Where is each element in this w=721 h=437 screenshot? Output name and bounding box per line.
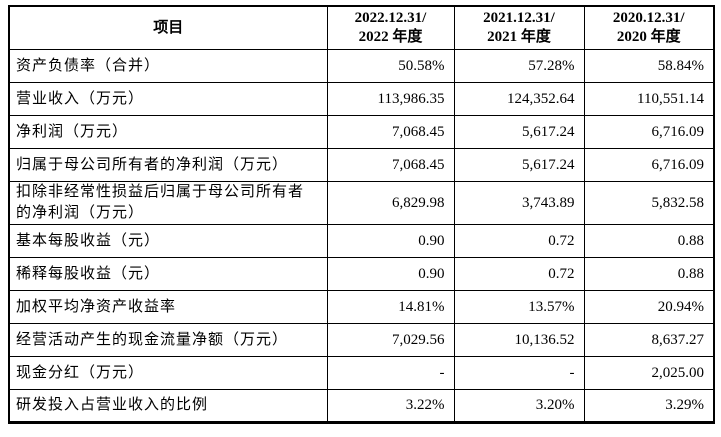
table-header: 项目 2022.12.31/ 2022 年度 2021.12.31/ 2021 … bbox=[8, 5, 715, 50]
value-2021: 13.57% bbox=[453, 290, 585, 324]
value-2021: - bbox=[453, 356, 585, 390]
table-row: 营业收入（万元） 113,986.35 124,352.64 110,551.1… bbox=[8, 82, 715, 116]
value-2022: 6,829.98 bbox=[326, 181, 455, 225]
header-row: 项目 2022.12.31/ 2022 年度 2021.12.31/ 2021 … bbox=[8, 5, 715, 50]
row-label: 资产负债率（合并） bbox=[8, 49, 328, 83]
header-column-2021: 2021.12.31/ 2021 年度 bbox=[453, 5, 585, 50]
table-row: 资产负债率（合并） 50.58% 57.28% 58.84% bbox=[8, 49, 715, 83]
value-2021: 57.28% bbox=[453, 49, 585, 83]
row-label: 经营活动产生的现金流量净额（万元） bbox=[8, 323, 328, 357]
table-row: 归属于母公司所有者的净利润（万元） 7,068.45 5,617.24 6,71… bbox=[8, 148, 715, 182]
table-body: 资产负债率（合并） 50.58% 57.28% 58.84% 营业收入（万元） … bbox=[8, 49, 715, 423]
value-2020: 6,716.09 bbox=[583, 115, 715, 149]
table-row: 净利润（万元） 7,068.45 5,617.24 6,716.09 bbox=[8, 115, 715, 149]
header-column-2020: 2020.12.31/ 2020 年度 bbox=[583, 5, 715, 50]
value-2020: 3.29% bbox=[583, 389, 715, 423]
table-row: 研发投入占营业收入的比例 3.22% 3.20% 3.29% bbox=[8, 389, 715, 423]
value-2021: 124,352.64 bbox=[453, 82, 585, 116]
table-row: 加权平均净资产收益率 14.81% 13.57% 20.94% bbox=[8, 290, 715, 324]
value-2020: 2,025.00 bbox=[583, 356, 715, 390]
value-2020: 110,551.14 bbox=[583, 82, 715, 116]
table-row: 现金分红（万元） - - 2,025.00 bbox=[8, 356, 715, 390]
value-2021: 3,743.89 bbox=[453, 181, 585, 225]
row-label: 净利润（万元） bbox=[8, 115, 328, 149]
row-label: 归属于母公司所有者的净利润（万元） bbox=[8, 148, 328, 182]
value-2021: 10,136.52 bbox=[453, 323, 585, 357]
row-label: 稀释每股收益（元） bbox=[8, 257, 328, 291]
row-label: 现金分红（万元） bbox=[8, 356, 328, 390]
table-row: 扣除非经常性损益后归属于母公司所有者的净利润（万元） 6,829.98 3,74… bbox=[8, 181, 715, 225]
value-2022: - bbox=[326, 356, 455, 390]
value-2021: 3.20% bbox=[453, 389, 585, 423]
value-2021: 5,617.24 bbox=[453, 115, 585, 149]
value-2020: 0.88 bbox=[583, 257, 715, 291]
row-label: 营业收入（万元） bbox=[8, 82, 328, 116]
row-label: 研发投入占营业收入的比例 bbox=[8, 389, 328, 423]
value-2022: 50.58% bbox=[326, 49, 455, 83]
value-2020: 20.94% bbox=[583, 290, 715, 324]
row-label: 加权平均净资产收益率 bbox=[8, 290, 328, 324]
value-2022: 0.90 bbox=[326, 224, 455, 258]
value-2022: 3.22% bbox=[326, 389, 455, 423]
value-2020: 6,716.09 bbox=[583, 148, 715, 182]
value-2022: 0.90 bbox=[326, 257, 455, 291]
value-2021: 0.72 bbox=[453, 224, 585, 258]
row-label: 扣除非经常性损益后归属于母公司所有者的净利润（万元） bbox=[8, 181, 328, 225]
table-row: 稀释每股收益（元） 0.90 0.72 0.88 bbox=[8, 257, 715, 291]
financial-summary-table: 项目 2022.12.31/ 2022 年度 2021.12.31/ 2021 … bbox=[8, 5, 715, 424]
value-2022: 7,068.45 bbox=[326, 115, 455, 149]
value-2022: 7,068.45 bbox=[326, 148, 455, 182]
value-2021: 5,617.24 bbox=[453, 148, 585, 182]
value-2020: 8,637.27 bbox=[583, 323, 715, 357]
value-2022: 14.81% bbox=[326, 290, 455, 324]
value-2020: 0.88 bbox=[583, 224, 715, 258]
value-2020: 58.84% bbox=[583, 49, 715, 83]
value-2022: 7,029.56 bbox=[326, 323, 455, 357]
value-2021: 0.72 bbox=[453, 257, 585, 291]
header-column-2022: 2022.12.31/ 2022 年度 bbox=[326, 5, 455, 50]
table-row: 基本每股收益（元） 0.90 0.72 0.88 bbox=[8, 224, 715, 258]
financial-summary-table-container: 项目 2022.12.31/ 2022 年度 2021.12.31/ 2021 … bbox=[8, 5, 715, 424]
table-row: 经营活动产生的现金流量净额（万元） 7,029.56 10,136.52 8,6… bbox=[8, 323, 715, 357]
header-item-column: 项目 bbox=[8, 5, 328, 50]
value-2022: 113,986.35 bbox=[326, 82, 455, 116]
value-2020: 5,832.58 bbox=[583, 181, 715, 225]
row-label: 基本每股收益（元） bbox=[8, 224, 328, 258]
